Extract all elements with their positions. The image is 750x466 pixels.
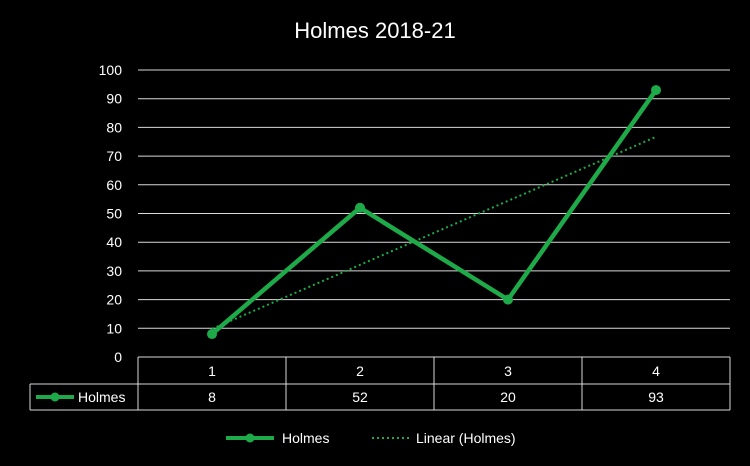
x-category-label: 2 — [356, 363, 364, 379]
legend-trend-label: Linear (Holmes) — [416, 430, 516, 446]
y-tick-label: 10 — [106, 320, 122, 336]
series-layer — [207, 85, 661, 340]
y-tick-label: 40 — [106, 234, 122, 250]
data-point — [503, 294, 513, 305]
y-tick-label: 90 — [106, 91, 122, 107]
y-tick-label: 50 — [106, 206, 122, 222]
chart-title: Holmes 2018-21 — [294, 18, 455, 43]
data-table: 1 2 3 4 Holmes 8 52 20 93 — [29, 356, 731, 411]
y-tick-label: 70 — [106, 148, 122, 164]
x-category-label: 1 — [208, 363, 216, 379]
y-tick-label: 20 — [106, 292, 122, 308]
legend: Holmes Linear (Holmes) — [226, 430, 516, 446]
data-point — [207, 329, 217, 340]
x-category-label: 4 — [652, 363, 660, 379]
table-value-cell: 8 — [208, 389, 216, 405]
y-tick-label: 80 — [106, 119, 122, 135]
y-axis-ticks: 0 10 20 30 40 50 60 70 80 90 100 — [99, 62, 123, 365]
data-point — [355, 202, 365, 213]
table-value-cell: 52 — [352, 389, 368, 405]
series-line-holmes — [210, 88, 658, 336]
gridlines — [138, 69, 730, 329]
legend-holmes-marker — [245, 433, 255, 443]
data-point — [651, 85, 661, 96]
y-tick-label: 60 — [106, 177, 122, 193]
y-tick-label: 30 — [106, 263, 122, 279]
y-tick-label: 100 — [99, 62, 123, 78]
table-value-cell: 20 — [500, 389, 516, 405]
table-series-key-marker — [50, 392, 60, 402]
y-tick-label: 0 — [114, 349, 122, 365]
table-series-header: Holmes — [78, 389, 125, 405]
x-category-label: 3 — [504, 363, 512, 379]
trendline — [211, 135, 657, 330]
legend-holmes-label: Holmes — [282, 430, 329, 446]
trendline-layer — [211, 135, 657, 330]
table-value-cell: 93 — [648, 389, 664, 405]
